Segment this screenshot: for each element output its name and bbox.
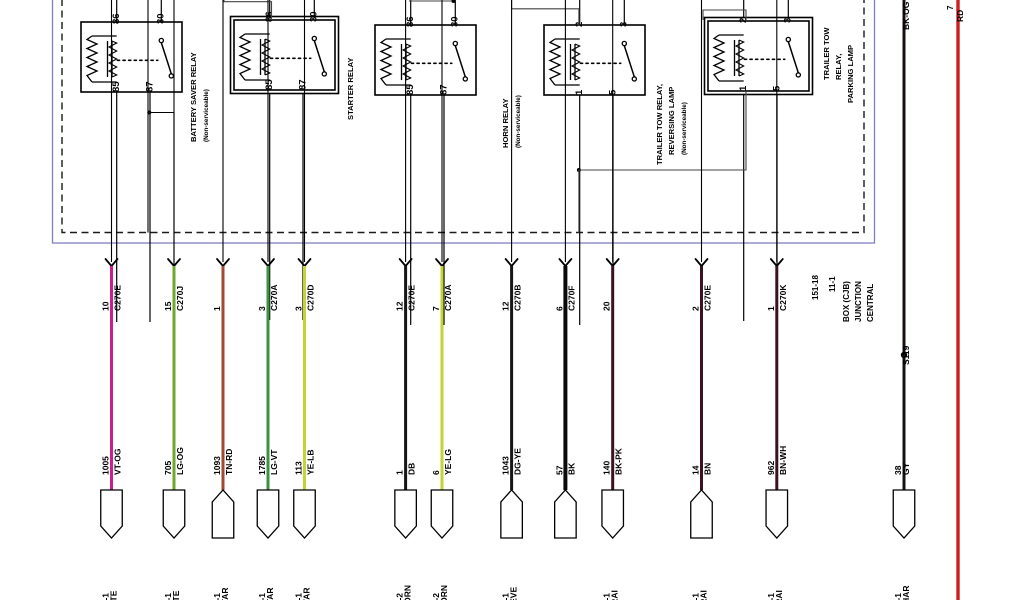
- svg-text:GY: GY: [901, 462, 911, 475]
- svg-text:C270J: C270J: [175, 286, 185, 311]
- svg-text:C270B: C270B: [513, 285, 523, 311]
- svg-text:CHAR: CHAR: [901, 585, 911, 600]
- svg-text:C270F: C270F: [566, 285, 576, 311]
- svg-text:12: 12: [501, 301, 511, 311]
- svg-text:RELAY,: RELAY,: [834, 54, 843, 80]
- svg-text:VT-OG: VT-OG: [113, 448, 123, 475]
- svg-text:C270E: C270E: [703, 285, 713, 311]
- svg-text:85: 85: [405, 84, 416, 95]
- svg-text:86: 86: [111, 13, 122, 24]
- svg-text:BATTERY SAVER RELAY: BATTERY SAVER RELAY: [189, 52, 198, 142]
- svg-text:C270A: C270A: [443, 285, 453, 311]
- svg-text:7: 7: [946, 5, 955, 10]
- svg-text:6: 6: [431, 470, 441, 475]
- svg-text:TRAI: TRAI: [610, 590, 620, 600]
- svg-text:57: 57: [554, 465, 564, 475]
- svg-text:S119: S119: [901, 345, 911, 365]
- svg-text:140: 140: [602, 461, 612, 475]
- svg-text:TRAI: TRAI: [774, 590, 784, 600]
- svg-text:BN: BN: [703, 463, 713, 475]
- svg-text:1043: 1043: [501, 456, 511, 475]
- svg-text:11-1: 11-1: [828, 276, 837, 292]
- svg-text:INTE: INTE: [109, 590, 119, 600]
- svg-text:15: 15: [163, 301, 173, 311]
- svg-text:JUNCTION: JUNCTION: [854, 281, 863, 322]
- svg-text:TRAILER TOW: TRAILER TOW: [822, 27, 831, 80]
- svg-text:INTE: INTE: [171, 590, 181, 600]
- svg-text:LG-OG: LG-OG: [175, 447, 185, 475]
- svg-text:DB: DB: [407, 463, 417, 475]
- svg-text:87: 87: [439, 84, 450, 95]
- svg-text:(Non-serviceable): (Non-serviceable): [515, 95, 522, 148]
- svg-text:1: 1: [574, 89, 585, 95]
- svg-text:2: 2: [574, 22, 585, 27]
- svg-text:30: 30: [156, 13, 167, 24]
- svg-text:2: 2: [738, 18, 749, 23]
- svg-text:1: 1: [766, 306, 776, 311]
- svg-text:3: 3: [619, 22, 630, 27]
- svg-text:85: 85: [111, 81, 122, 92]
- svg-text:14: 14: [691, 465, 701, 475]
- svg-text:BK-OG: BK-OG: [901, 1, 911, 30]
- svg-text:BK: BK: [566, 462, 576, 475]
- svg-text:87: 87: [145, 81, 156, 92]
- svg-text:BN-WH: BN-WH: [778, 446, 788, 475]
- svg-text:12: 12: [395, 301, 405, 311]
- svg-text:PARKING LAMP: PARKING LAMP: [846, 45, 855, 103]
- svg-text:C270E: C270E: [113, 285, 123, 311]
- svg-text:2: 2: [691, 306, 701, 311]
- svg-text:7: 7: [431, 306, 441, 311]
- svg-text:STARTER RELAY: STARTER RELAY: [346, 58, 355, 120]
- svg-text:STAR: STAR: [265, 587, 275, 600]
- svg-text:STAR: STAR: [220, 587, 230, 600]
- svg-text:HORN: HORN: [403, 585, 413, 600]
- svg-text:C270K: C270K: [778, 284, 788, 311]
- svg-text:30: 30: [309, 11, 320, 22]
- svg-text:85: 85: [264, 79, 275, 90]
- svg-text:87: 87: [298, 79, 309, 90]
- svg-text:YE-LG: YE-LG: [443, 449, 453, 475]
- svg-text:DG-YE: DG-YE: [513, 448, 523, 475]
- svg-text:962: 962: [766, 461, 776, 475]
- svg-text:20: 20: [602, 301, 612, 311]
- svg-text:C270D: C270D: [306, 285, 316, 311]
- svg-text:1: 1: [395, 470, 405, 475]
- svg-text:YE-LB: YE-LB: [306, 450, 316, 476]
- svg-text:TRAI: TRAI: [699, 590, 709, 600]
- svg-text:C270E: C270E: [407, 285, 417, 311]
- svg-text:HORN: HORN: [439, 585, 449, 600]
- svg-text:TRAILER TOW RELAY,: TRAILER TOW RELAY,: [655, 84, 664, 165]
- svg-text:REVE: REVE: [509, 587, 519, 600]
- svg-text:3: 3: [257, 306, 267, 311]
- svg-text:705: 705: [163, 461, 173, 475]
- svg-text:STAR: STAR: [302, 587, 312, 600]
- svg-text:1: 1: [738, 85, 749, 91]
- svg-text:1: 1: [212, 306, 222, 311]
- svg-text:(Non-serviceable): (Non-serviceable): [681, 102, 688, 155]
- svg-text:86: 86: [264, 11, 275, 22]
- svg-text:TN-RD: TN-RD: [224, 449, 234, 475]
- svg-text:(Non-serviceable): (Non-serviceable): [203, 89, 210, 142]
- svg-text:C270A: C270A: [269, 285, 279, 311]
- svg-text:1005: 1005: [101, 456, 111, 475]
- svg-text:CENTRAL: CENTRAL: [866, 284, 875, 322]
- svg-text:BOX (CJB): BOX (CJB): [842, 281, 851, 322]
- svg-text:30: 30: [450, 16, 461, 27]
- svg-text:RD: RD: [955, 10, 965, 22]
- svg-text:REVERSING LAMP: REVERSING LAMP: [667, 87, 676, 155]
- svg-text:3: 3: [783, 18, 794, 23]
- svg-text:BK-PK: BK-PK: [614, 447, 624, 475]
- svg-text:LG-VT: LG-VT: [269, 449, 279, 475]
- svg-text:HORN RELAY: HORN RELAY: [501, 98, 510, 148]
- svg-text:1093: 1093: [212, 456, 222, 475]
- svg-text:113: 113: [294, 461, 304, 475]
- svg-text:10: 10: [101, 301, 111, 311]
- svg-text:1785: 1785: [257, 456, 267, 475]
- svg-text:3: 3: [294, 306, 304, 311]
- svg-text:86: 86: [405, 16, 416, 27]
- svg-text:151-18: 151-18: [811, 275, 820, 300]
- svg-text:6: 6: [554, 306, 564, 311]
